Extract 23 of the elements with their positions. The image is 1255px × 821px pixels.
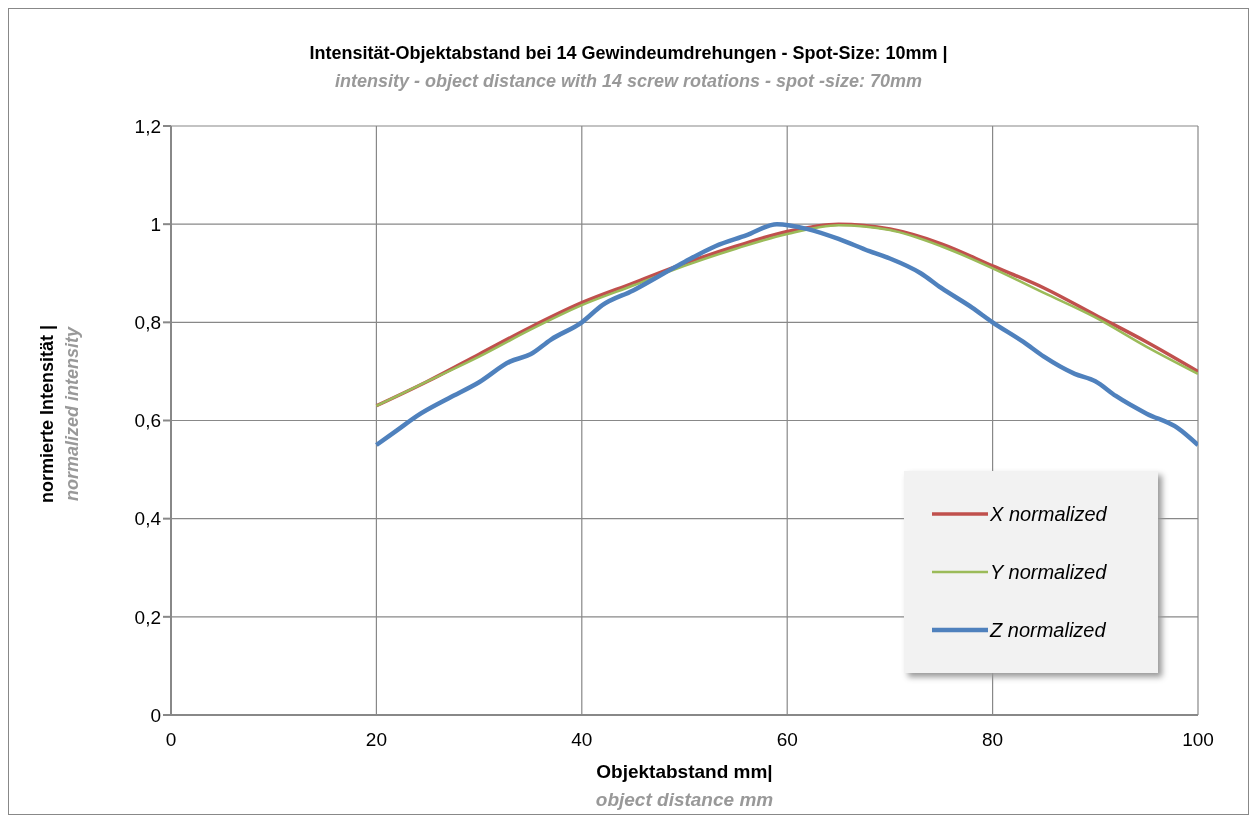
y-tick-label: 0,6 <box>134 410 161 432</box>
y-axis-title: normierte Intensität | <box>36 324 58 504</box>
legend-label: X normalized <box>990 502 1107 526</box>
y-tick-label: 0,8 <box>134 312 161 334</box>
x-axis-title: Objektabstand mm| <box>595 761 774 783</box>
chart-title: Intensität-Objektabstand bei 14 Gewindeumdrehungen - Spot-Size: 10mm | <box>308 43 949 64</box>
line-series <box>374 221 1198 448</box>
text: normalized intensity <box>61 326 83 502</box>
y-tick-label: 1 <box>150 213 161 235</box>
x-tick-label: 80 <box>982 729 1004 751</box>
x-tick-label: 60 <box>776 729 798 751</box>
chart-subtitle: intensity - object distance with 14 screw rotations - spot -size: 70mm <box>333 71 924 92</box>
y-tick-label: 1,2 <box>134 115 161 137</box>
x-tick-label: 100 <box>1182 729 1214 751</box>
legend-label: Z normalized <box>990 618 1106 642</box>
text: object distance mm <box>594 789 775 811</box>
x-tick-label: 40 <box>571 729 593 751</box>
y-tick-label: 0,2 <box>134 606 161 628</box>
y-tick-label: 0,4 <box>134 508 162 530</box>
y-tick-label: 0 <box>150 704 161 726</box>
legend-label: Y normalized <box>990 560 1107 584</box>
x-tick-label: 20 <box>365 729 387 751</box>
x-tick-label: 0 <box>165 729 177 751</box>
